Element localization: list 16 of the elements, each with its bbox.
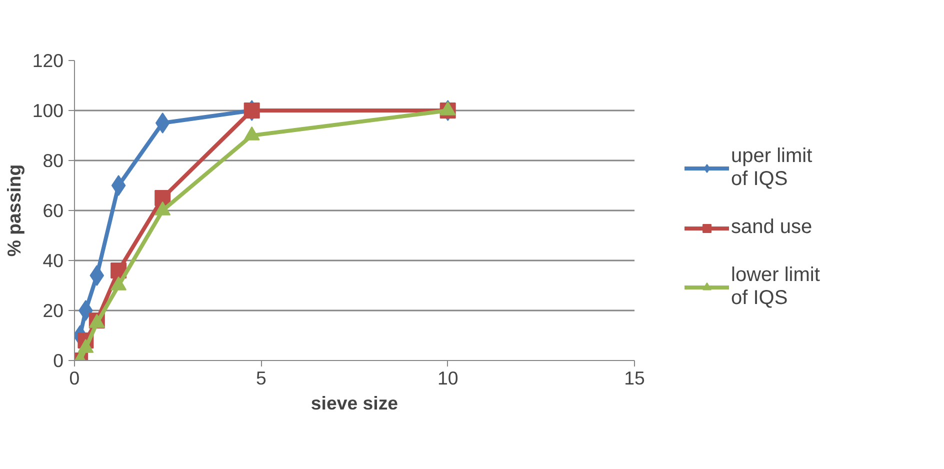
legend-label: uper limit of IQS — [731, 145, 812, 191]
x-axis-title: sieve size — [310, 392, 398, 414]
legend-label: sand use — [731, 216, 812, 239]
y-tick-label: 20 — [42, 300, 64, 321]
y-tick-label: 120 — [32, 50, 64, 71]
y-axis-title: % passing — [3, 164, 24, 257]
x-tick-label: 10 — [437, 368, 458, 388]
y-tick-label: 40 — [42, 250, 64, 271]
y-tick-label: 60 — [42, 200, 64, 221]
y-tick-label: 100 — [32, 100, 64, 121]
x-tick-label: 5 — [256, 368, 266, 388]
legend-label: lower limit of IQS — [731, 264, 820, 310]
x-tick-label: 0 — [69, 368, 80, 388]
y-tick-label: 0 — [53, 350, 64, 371]
x-tick-label: 15 — [624, 368, 645, 388]
y-tick-label: 80 — [42, 150, 64, 171]
